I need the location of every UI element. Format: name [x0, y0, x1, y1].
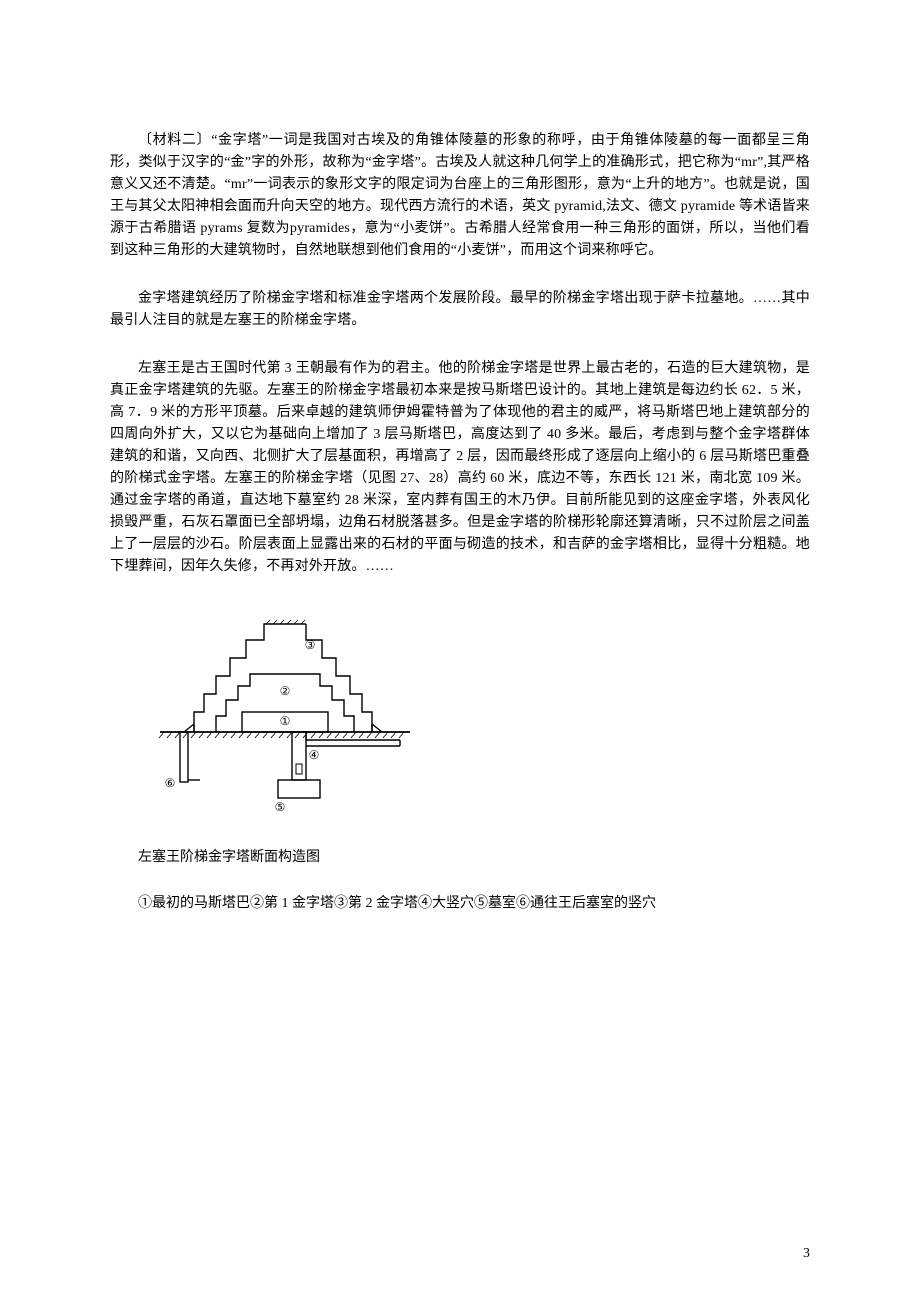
- figure-legend: ①最初的马斯塔巴②第 1 金字塔③第 2 金字塔④大竖穴⑤墓室⑥通往王后塞室的竖…: [110, 893, 810, 915]
- figure-caption: 左塞王阶梯金字塔断面构造图: [110, 847, 810, 869]
- svg-text:⑥: ⑥: [165, 776, 176, 790]
- svg-text:③: ③: [305, 638, 316, 652]
- paragraph-development: 金字塔建筑经历了阶梯金字塔和标准金字塔两个发展阶段。最早的阶梯金字塔出现于萨卡拉…: [110, 288, 810, 332]
- pyramid-cross-section-diagram: ① ② ③ ④ ⑤ ⑥: [150, 604, 420, 819]
- svg-text:④: ④: [309, 748, 320, 762]
- svg-text:⑤: ⑤: [275, 800, 286, 814]
- paragraph-zoser: 左塞王是古王国时代第 3 王朝最有作为的君主。他的阶梯金字塔是世界上最古老的，石…: [110, 358, 810, 578]
- document-page: 〔材料二〕“金字塔”一词是我国对古埃及的角锥体陵墓的形象的称呼，由于角锥体陵墓的…: [0, 0, 920, 1302]
- figure-container: ① ② ③ ④ ⑤ ⑥: [150, 604, 810, 819]
- svg-text:①: ①: [280, 714, 291, 728]
- paragraph-material-2: 〔材料二〕“金字塔”一词是我国对古埃及的角锥体陵墓的形象的称呼，由于角锥体陵墓的…: [110, 130, 810, 262]
- svg-text:②: ②: [280, 684, 291, 698]
- page-number: 3: [803, 1246, 810, 1262]
